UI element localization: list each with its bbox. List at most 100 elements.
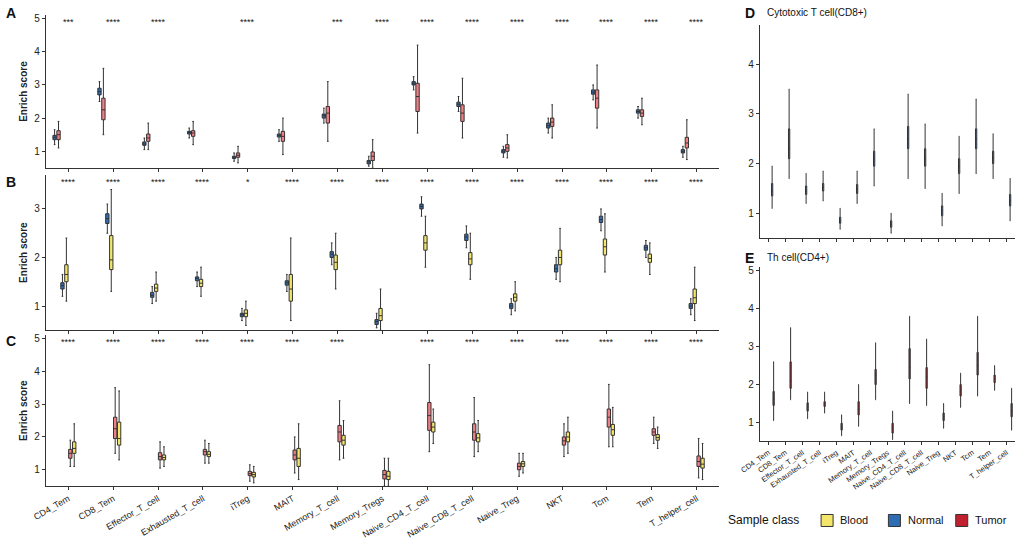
svg-text:****: **** — [151, 177, 166, 187]
svg-text:****: **** — [61, 177, 76, 187]
svg-text:CD4_Tem: CD4_Tem — [32, 493, 72, 522]
svg-text:****: **** — [644, 177, 659, 187]
svg-text:****: **** — [510, 177, 525, 187]
svg-text:****: **** — [195, 177, 210, 187]
svg-text:T_helper_cell: T_helper_cell — [968, 448, 1010, 481]
svg-text:****: **** — [106, 17, 121, 27]
svg-text:4: 4 — [748, 59, 754, 70]
svg-text:****: **** — [420, 177, 435, 187]
svg-text:Enrich score: Enrich score — [18, 61, 29, 122]
svg-text:****: **** — [106, 177, 121, 187]
svg-text:Naive_Treg: Naive_Treg — [475, 493, 520, 525]
svg-text:Enrich score: Enrich score — [18, 380, 29, 441]
svg-text:****: **** — [240, 337, 255, 347]
svg-text:Effector_T_cell: Effector_T_cell — [104, 493, 161, 532]
svg-text:NKT: NKT — [545, 493, 566, 511]
svg-text:****: **** — [285, 177, 300, 187]
svg-text:****: **** — [644, 337, 659, 347]
svg-text:NKT: NKT — [941, 448, 959, 464]
svg-text:Enrich score: Enrich score — [18, 222, 29, 283]
svg-text:MAIT: MAIT — [837, 448, 857, 466]
svg-text:Tem: Tem — [976, 448, 993, 464]
svg-text:Naive_CD8_T_cell: Naive_CD8_T_cell — [868, 448, 925, 491]
svg-text:****: **** — [420, 337, 435, 347]
svg-text:Tem: Tem — [635, 493, 655, 510]
svg-text:****: **** — [330, 337, 345, 347]
svg-text:Exhausted_T_cell: Exhausted_T_cell — [139, 493, 206, 537]
svg-text:Memory_Tregs: Memory_Tregs — [329, 493, 387, 532]
svg-text:CD4_Tem: CD4_Tem — [739, 448, 771, 474]
svg-text:D: D — [745, 5, 755, 21]
svg-text:Exhausted_T_cell: Exhausted_T_cell — [769, 448, 823, 490]
svg-text:Naive_CD4_T_cell: Naive_CD4_T_cell — [361, 493, 431, 539]
svg-text:CD8_Tem: CD8_Tem — [77, 493, 117, 522]
svg-text:3: 3 — [34, 399, 40, 410]
svg-text:****: **** — [375, 17, 390, 27]
svg-text:5: 5 — [748, 265, 754, 276]
svg-text:3: 3 — [748, 108, 754, 119]
svg-text:Tcm: Tcm — [591, 493, 610, 510]
svg-text:****: **** — [61, 337, 76, 347]
svg-text:****: **** — [510, 337, 525, 347]
svg-text:CD8_Tem: CD8_Tem — [756, 448, 788, 474]
svg-text:***: *** — [332, 17, 343, 27]
svg-text:****: **** — [375, 177, 390, 187]
svg-text:2: 2 — [748, 379, 754, 390]
svg-text:Blood: Blood — [840, 514, 868, 526]
svg-text:****: **** — [285, 337, 300, 347]
svg-text:iTreg: iTreg — [821, 448, 840, 465]
svg-text:1: 1 — [34, 464, 40, 475]
svg-text:1: 1 — [748, 417, 754, 428]
svg-text:Naive_CD8_T_cell: Naive_CD8_T_cell — [406, 493, 476, 539]
svg-text:****: **** — [465, 337, 480, 347]
svg-text:B: B — [6, 174, 16, 190]
svg-text:****: **** — [465, 17, 480, 27]
svg-text:***: *** — [63, 17, 74, 27]
svg-text:3: 3 — [34, 79, 40, 90]
svg-text:5: 5 — [34, 333, 40, 344]
svg-text:MAIT: MAIT — [272, 493, 296, 513]
svg-text:Memory_T_cell: Memory_T_cell — [827, 448, 874, 485]
svg-text:****: **** — [330, 177, 345, 187]
svg-text:2: 2 — [34, 431, 40, 442]
svg-text:E: E — [745, 250, 754, 266]
svg-text:Effector_T_cell: Effector_T_cell — [760, 448, 806, 484]
svg-text:2: 2 — [748, 158, 754, 169]
svg-text:****: **** — [420, 17, 435, 27]
svg-text:4: 4 — [34, 366, 40, 377]
svg-text:4: 4 — [748, 303, 754, 314]
svg-text:****: **** — [151, 337, 166, 347]
svg-text:2: 2 — [34, 252, 40, 263]
svg-text:****: **** — [151, 17, 166, 27]
svg-text:C: C — [6, 333, 16, 349]
svg-text:****: **** — [599, 337, 614, 347]
svg-text:****: **** — [555, 177, 570, 187]
svg-text:5: 5 — [34, 13, 40, 24]
svg-text:****: **** — [599, 177, 614, 187]
svg-text:****: **** — [689, 17, 704, 27]
svg-text:T_helper_cell: T_helper_cell — [648, 493, 700, 529]
svg-text:****: **** — [689, 337, 704, 347]
svg-text:Naive_CD4_T_cell: Naive_CD4_T_cell — [851, 448, 908, 491]
svg-text:****: **** — [106, 337, 121, 347]
svg-text:3: 3 — [34, 203, 40, 214]
svg-text:****: **** — [510, 17, 525, 27]
svg-text:Tcm: Tcm — [959, 448, 975, 463]
svg-text:Cytotoxic T cell(CD8+): Cytotoxic T cell(CD8+) — [767, 7, 867, 18]
svg-text:****: **** — [555, 17, 570, 27]
svg-text:Memory_T_cell: Memory_T_cell — [283, 493, 341, 532]
svg-text:Tumor: Tumor — [975, 514, 1007, 526]
svg-text:Memory_Tregs: Memory_Tregs — [844, 448, 890, 484]
svg-text:****: **** — [555, 337, 570, 347]
svg-text:****: **** — [465, 177, 480, 187]
svg-text:A: A — [6, 5, 16, 21]
svg-text:iTreg: iTreg — [229, 493, 251, 512]
svg-text:*: * — [246, 177, 250, 187]
svg-text:2: 2 — [34, 113, 40, 124]
svg-text:Th cell(CD4+): Th cell(CD4+) — [767, 252, 829, 263]
svg-text:1: 1 — [748, 208, 754, 219]
svg-text:****: **** — [195, 337, 210, 347]
svg-text:****: **** — [689, 177, 704, 187]
svg-text:4: 4 — [34, 46, 40, 57]
svg-text:Normal: Normal — [908, 514, 943, 526]
